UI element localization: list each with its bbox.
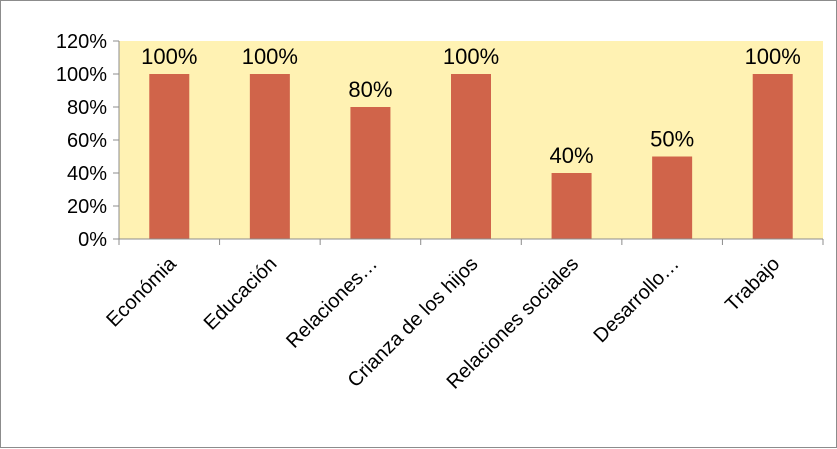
bar bbox=[249, 74, 290, 239]
bars-group bbox=[149, 74, 793, 239]
category-labels-group: Económia Educación Relaciones…Crianza de l… bbox=[102, 252, 784, 393]
x-category-label: Trabajo bbox=[721, 253, 784, 316]
x-category-label: Educación bbox=[200, 253, 282, 335]
data-label: 50% bbox=[650, 127, 694, 152]
bar bbox=[451, 74, 491, 239]
data-label: 40% bbox=[550, 143, 594, 168]
bar bbox=[350, 107, 391, 239]
bar bbox=[752, 74, 793, 239]
y-tick-label: 0% bbox=[78, 229, 107, 251]
x-ticks-group bbox=[118, 239, 824, 245]
y-ticks-group: 0% 20% 40% 60% 80% 100% 120% bbox=[56, 31, 119, 251]
data-label: 100% bbox=[745, 44, 801, 69]
y-tick-label: 100% bbox=[56, 64, 107, 86]
y-tick-label: 20% bbox=[67, 196, 107, 218]
data-label: 100% bbox=[141, 44, 197, 69]
bar bbox=[652, 156, 693, 239]
x-category-label: Económia bbox=[102, 252, 181, 331]
data-label: 100% bbox=[242, 44, 298, 69]
data-labels-group: 100% 100% 80% 100% 40% 50% 100% bbox=[141, 44, 801, 168]
x-category-label: Desarrollo… bbox=[590, 253, 684, 347]
data-label: 100% bbox=[443, 44, 499, 69]
y-tick-label: 60% bbox=[67, 130, 107, 152]
data-label: 80% bbox=[348, 77, 392, 102]
y-tick-label: 40% bbox=[67, 163, 107, 185]
bar bbox=[551, 173, 592, 239]
bar bbox=[149, 74, 190, 239]
x-category-label: Relaciones… bbox=[282, 253, 382, 353]
y-tick-label: 120% bbox=[56, 31, 107, 53]
y-tick-label: 80% bbox=[67, 97, 107, 119]
